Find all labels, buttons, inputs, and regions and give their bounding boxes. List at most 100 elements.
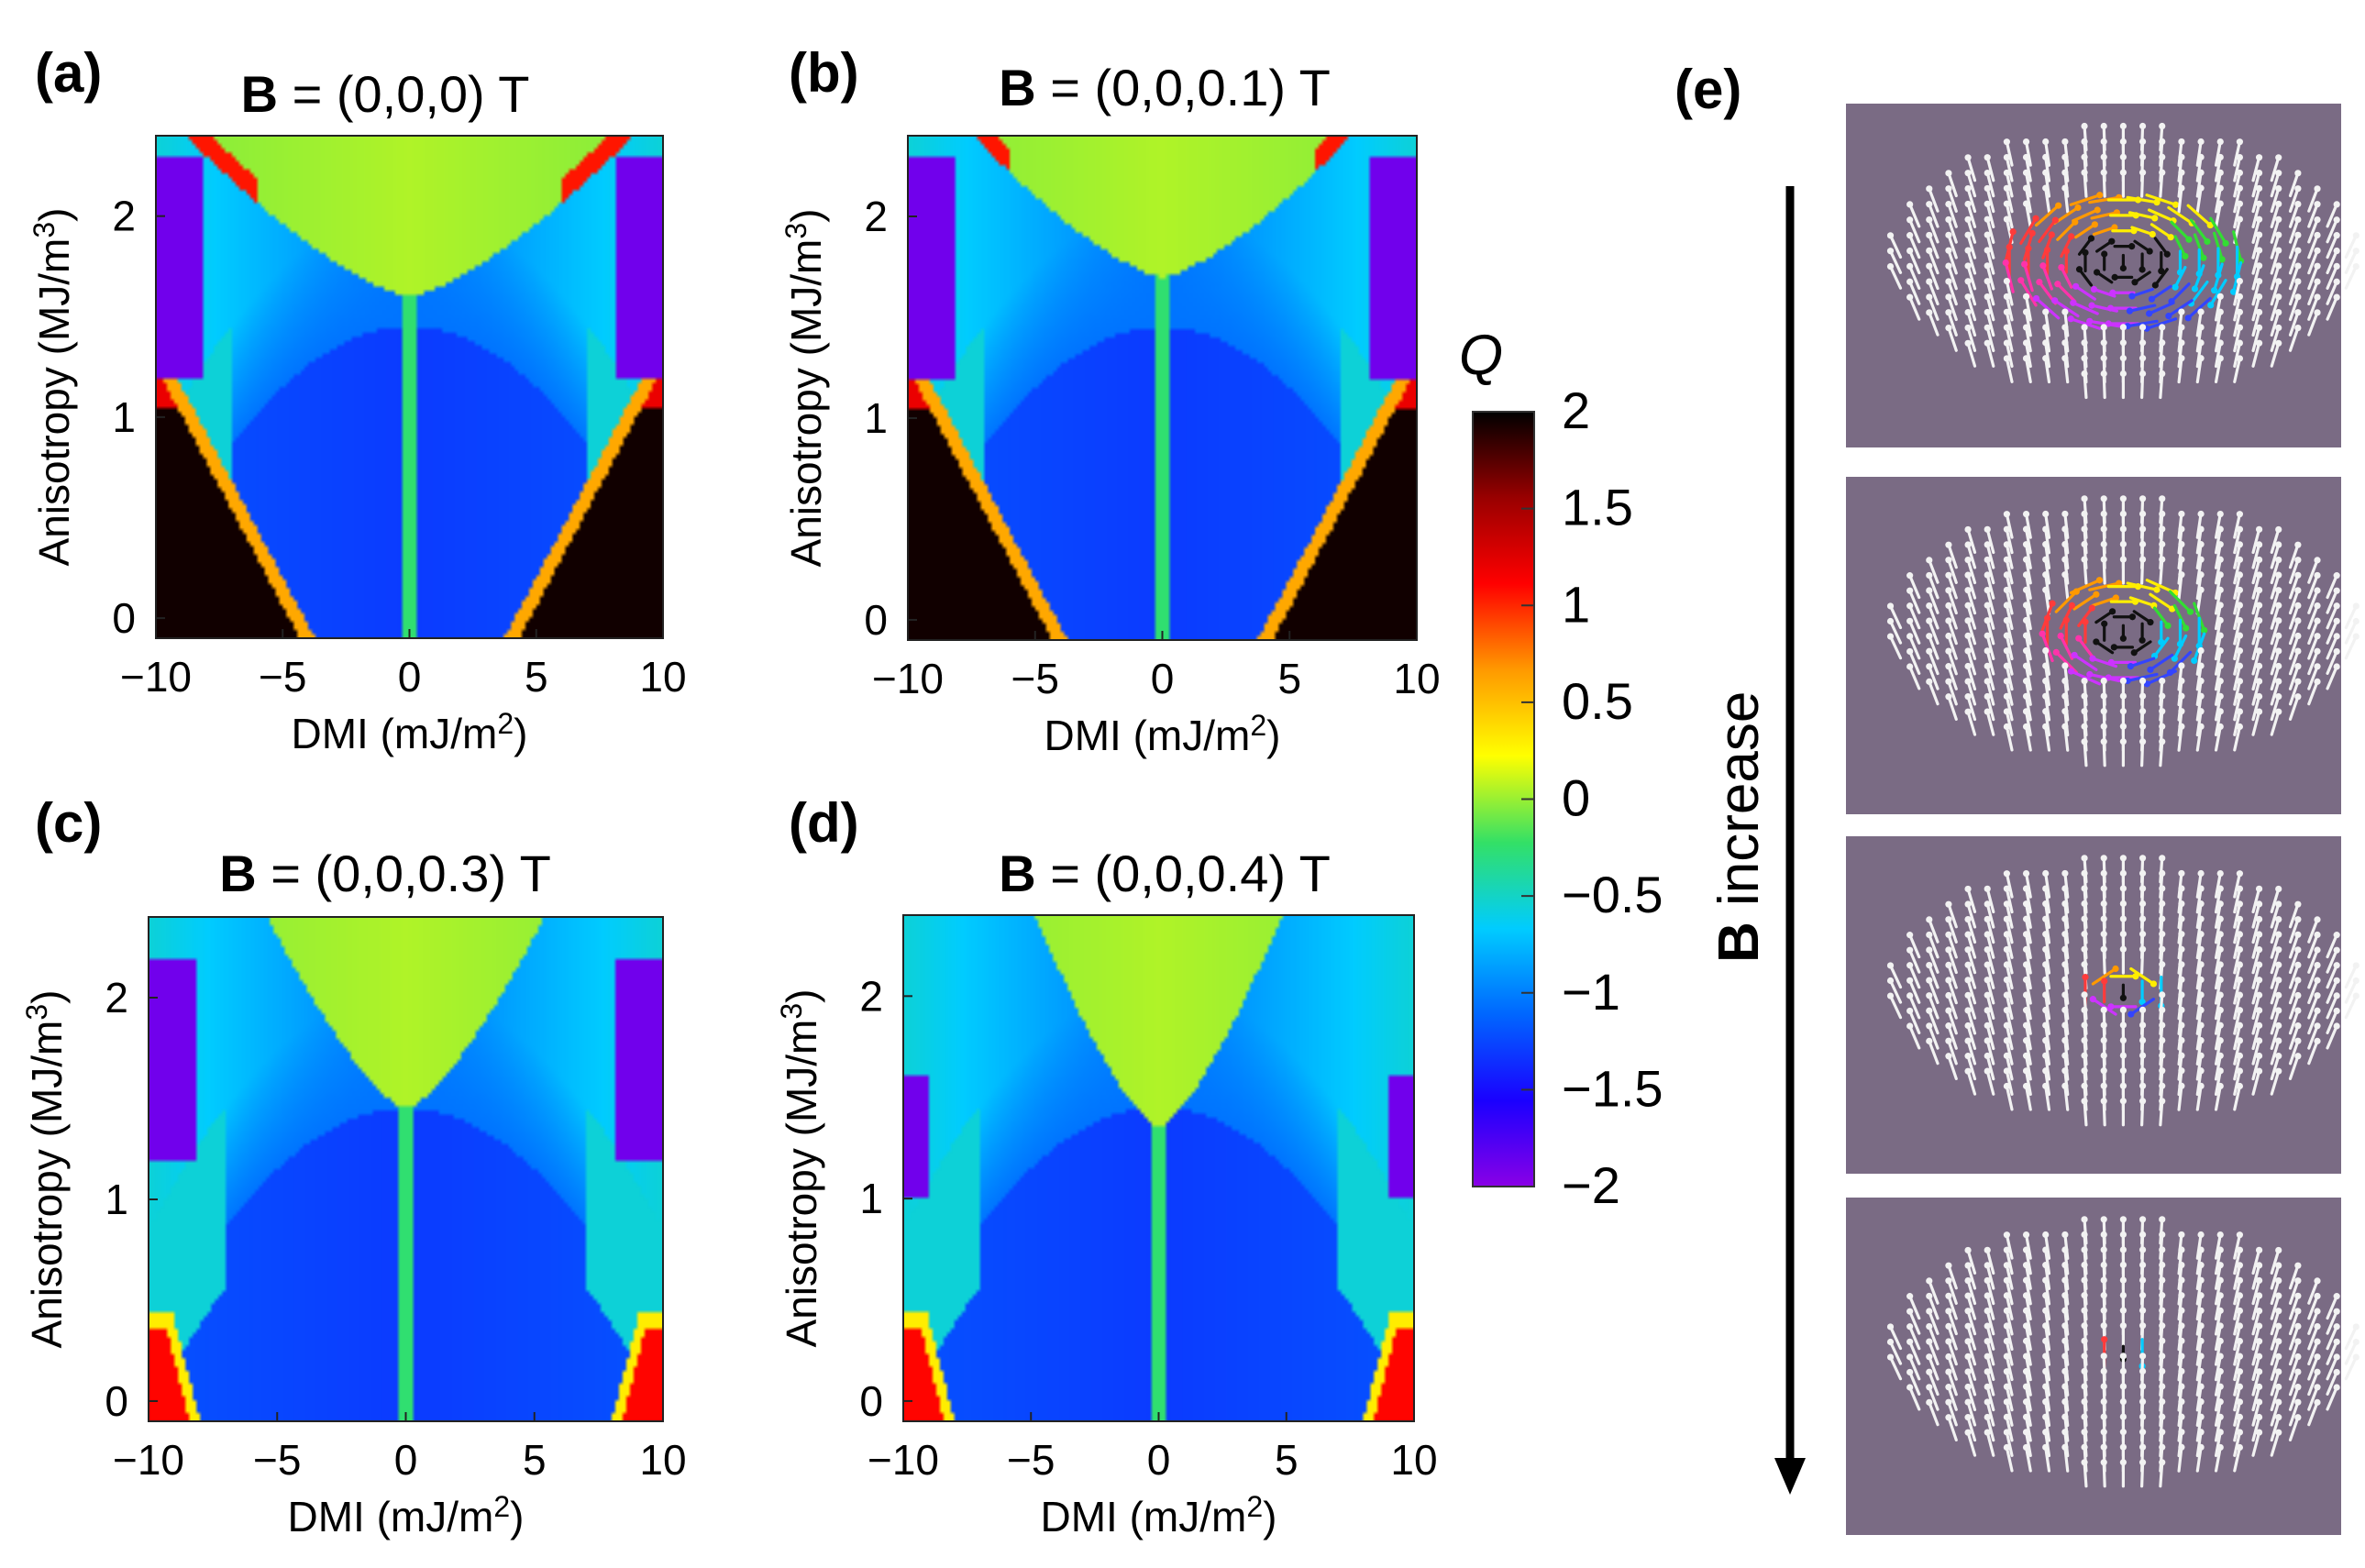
spin-arrow bbox=[2069, 317, 2102, 330]
spin-arrow-head bbox=[2061, 1036, 2069, 1044]
spin-arrow-head bbox=[2128, 293, 2136, 300]
spin-arrow bbox=[2288, 695, 2300, 721]
spin-arrow-head bbox=[2159, 1429, 2166, 1436]
spin-arrow-head bbox=[2159, 1397, 2166, 1406]
spin-arrow-head bbox=[2003, 1037, 2010, 1044]
spin-arrow-head bbox=[2216, 324, 2224, 331]
spin-arrow bbox=[2233, 1054, 2242, 1081]
spin-arrow bbox=[2177, 527, 2183, 555]
spin-arrow bbox=[1966, 1309, 1977, 1336]
spin-arrow bbox=[2270, 326, 2281, 352]
spin-arrow-head bbox=[2147, 666, 2154, 673]
spin-arrow bbox=[1966, 917, 1977, 944]
spin-arrow bbox=[2307, 978, 2319, 1005]
spin-arrow-head bbox=[2100, 1383, 2107, 1390]
spin-arrow-head bbox=[2197, 900, 2205, 908]
spin-arrow-head bbox=[1964, 961, 1972, 968]
spin-arrow-head bbox=[2333, 293, 2340, 301]
spin-arrow-head bbox=[2255, 1353, 2263, 1360]
spin-arrow-head bbox=[2042, 324, 2050, 331]
spin-arrow bbox=[2140, 1461, 2145, 1488]
colorbar-tick-label: −1 bbox=[1562, 963, 1620, 1021]
spin-arrow bbox=[2167, 299, 2194, 318]
spin-arrow bbox=[2195, 326, 2203, 353]
colorbar-tick-label: 1 bbox=[1562, 575, 1590, 633]
spin-arrow-head bbox=[2178, 945, 2185, 953]
spin-arrow bbox=[2005, 588, 2014, 615]
spin-arrow-head bbox=[2042, 678, 2050, 685]
x-axis-label: DMI (mJ/m2) bbox=[1041, 1490, 1277, 1540]
spin-arrow-head bbox=[2314, 1398, 2321, 1406]
spin-arrow bbox=[2195, 902, 2203, 929]
spin-arrow-head bbox=[1984, 324, 1991, 331]
spin-arrow bbox=[2270, 171, 2281, 198]
spin-arrow bbox=[1947, 233, 1958, 259]
spin-arrow bbox=[2307, 649, 2319, 676]
spin-arrow-head bbox=[1964, 1053, 1972, 1060]
spin-arrow bbox=[2149, 284, 2172, 301]
spin-arrow-head bbox=[2022, 632, 2030, 639]
spin-arrow bbox=[2044, 1084, 2051, 1111]
spin-arrow-head bbox=[2022, 692, 2030, 700]
spin-arrow bbox=[1985, 1354, 1995, 1382]
spin-arrow-head bbox=[1926, 678, 1933, 685]
spin-arrow-head bbox=[1984, 961, 1991, 968]
spin-arrow-head bbox=[2003, 1021, 2010, 1029]
spin-arrow-head bbox=[2333, 1338, 2340, 1345]
spin-arrow bbox=[1947, 202, 1958, 228]
spin-arrow bbox=[2069, 193, 2102, 206]
spin-arrow bbox=[1966, 1370, 1977, 1397]
spin-arrow-head bbox=[2081, 1246, 2088, 1253]
spin-arrow-head bbox=[2138, 708, 2147, 715]
spin-arrow bbox=[1966, 1009, 1977, 1035]
spin-arrow-head bbox=[2100, 1261, 2107, 1269]
spin-arrow bbox=[1985, 664, 1995, 691]
spin-arrow bbox=[1985, 341, 1995, 368]
spin-arrow-head bbox=[2294, 231, 2302, 238]
spin-arrow-head bbox=[2126, 307, 2134, 315]
spin-arrow bbox=[1908, 218, 1921, 244]
spin-arrow-head bbox=[2100, 153, 2107, 160]
spin-arrow bbox=[2024, 1339, 2032, 1366]
spin-arrow-head bbox=[2061, 931, 2069, 938]
x-axis-label-end: ) bbox=[514, 710, 527, 757]
spin-arrow bbox=[1966, 326, 1977, 352]
spin-arrow-head bbox=[2022, 355, 2030, 362]
spin-arrow bbox=[2044, 326, 2051, 353]
spin-arrow-head bbox=[2003, 991, 2010, 999]
spin-arrow-head bbox=[1945, 602, 1952, 610]
spin-arrow-head bbox=[1926, 1037, 1933, 1044]
spin-arrow bbox=[2307, 573, 2319, 600]
spin-arrow-head bbox=[1926, 992, 1933, 999]
spin-arrow-head bbox=[2089, 996, 2096, 1003]
spin-arrow-head bbox=[2061, 723, 2069, 730]
spin-arrow bbox=[2270, 202, 2281, 228]
spin-arrow-head bbox=[2197, 1367, 2205, 1375]
spin-arrow-head bbox=[2352, 1353, 2359, 1361]
spin-arrow bbox=[2233, 310, 2242, 337]
spin-arrow-head bbox=[2275, 556, 2282, 564]
spin-arrow bbox=[1928, 589, 1940, 614]
spin-arrow bbox=[2005, 710, 2014, 736]
spin-arrow-head bbox=[2081, 510, 2088, 517]
spin-arrow bbox=[2044, 1069, 2051, 1097]
spin-arrow-head bbox=[2159, 708, 2166, 715]
spin-arrow-head bbox=[2153, 586, 2161, 593]
spin-arrow bbox=[1966, 573, 1977, 600]
spin-arrow-head bbox=[2294, 1292, 2302, 1299]
spin-arrow-head bbox=[2138, 153, 2147, 160]
spin-arrow-head bbox=[2294, 1398, 2302, 1406]
spin-arrow-head bbox=[1945, 293, 1952, 301]
spin-arrow-head bbox=[1886, 232, 1895, 239]
spin-arrow bbox=[2177, 1415, 2183, 1442]
spin-arrow bbox=[1908, 604, 1921, 630]
spin-arrow-head bbox=[1945, 1338, 1952, 1345]
spin-arrow-head bbox=[2275, 617, 2282, 624]
colorbar: Q 21.510.50−0.5−1−1.5−2 bbox=[1459, 324, 1663, 1214]
spin-arrow bbox=[1928, 558, 1940, 584]
spin-arrow-head bbox=[2294, 900, 2302, 908]
spin-arrow-head bbox=[2089, 655, 2096, 662]
spin-arrow bbox=[2233, 1445, 2242, 1473]
spin-arrow-head bbox=[2236, 708, 2244, 715]
spin-arrow-head bbox=[2216, 1429, 2224, 1436]
